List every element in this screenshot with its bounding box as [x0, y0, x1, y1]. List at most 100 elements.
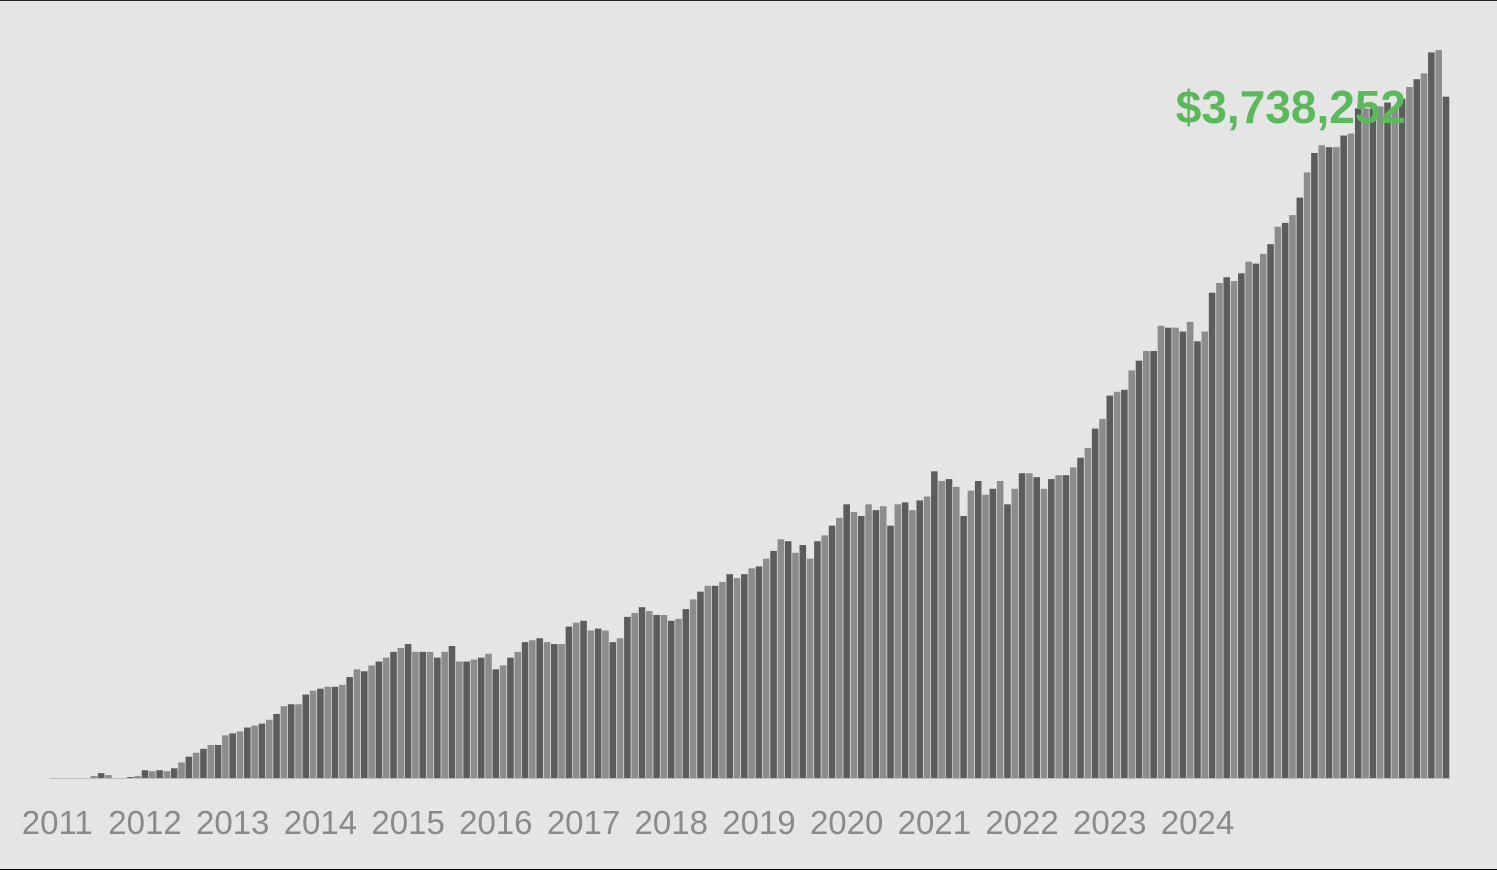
bar-96 [755, 566, 763, 778]
bar-133 [1026, 473, 1033, 778]
bar-21 [207, 745, 215, 778]
bar-95 [748, 568, 755, 778]
bar-27 [251, 725, 258, 778]
bar-63 [514, 651, 522, 778]
bar-181 [1376, 106, 1384, 778]
bar-23 [222, 735, 229, 778]
bar-166 [1267, 244, 1274, 779]
bar-69 [558, 644, 565, 778]
bar-127 [982, 494, 989, 778]
bar-111 [865, 504, 872, 778]
bar-130 [1004, 504, 1011, 778]
bar-119 [923, 496, 931, 778]
bar-94 [741, 574, 748, 778]
bar-60 [492, 669, 500, 778]
bar-187 [1420, 73, 1428, 778]
bar-68 [551, 644, 558, 778]
bar-58 [477, 657, 485, 778]
bar-170 [1296, 197, 1304, 778]
bar-164 [1252, 263, 1260, 778]
total-value-label: $3,738,252 [1176, 81, 1406, 133]
bar-152 [1164, 327, 1172, 778]
bar-165 [1259, 253, 1267, 779]
bar-80 [638, 607, 646, 778]
bar-116 [901, 502, 909, 778]
bar-134 [1033, 477, 1040, 778]
bar-128 [989, 488, 997, 778]
bar-39 [339, 684, 346, 778]
bar-129 [996, 481, 1004, 778]
bar-90 [711, 585, 719, 778]
bar-189 [1435, 50, 1442, 779]
bar-85 [675, 618, 682, 778]
bar-138 [1062, 475, 1070, 778]
bar-158 [1208, 292, 1216, 778]
bar-34 [302, 694, 310, 778]
bar-64 [521, 642, 529, 778]
bar-154 [1179, 331, 1187, 778]
bar-67 [543, 642, 551, 778]
bar-51 [426, 651, 434, 778]
bar-11 [134, 776, 141, 778]
bar-75 [602, 630, 609, 778]
bar-125 [967, 490, 975, 778]
bar-84 [667, 620, 675, 778]
bar-126 [974, 481, 982, 778]
bar-86 [682, 609, 690, 778]
bar-153 [1172, 327, 1179, 778]
bar-29 [265, 719, 273, 778]
bar-118 [916, 500, 924, 778]
bar-57 [470, 659, 478, 778]
bar-65 [529, 640, 536, 778]
bar-109 [850, 512, 858, 778]
bar-28 [258, 723, 266, 778]
bar-52 [434, 657, 441, 778]
bar-132 [1018, 473, 1026, 778]
bar-103 [806, 558, 814, 778]
bar-15 [163, 771, 171, 778]
bar-107 [836, 517, 843, 778]
bar-43 [368, 665, 375, 778]
bar-105 [821, 535, 829, 778]
bar-31 [280, 706, 288, 778]
bar-102 [799, 545, 807, 778]
bar-179 [1362, 108, 1369, 779]
bar-5 [90, 776, 98, 778]
bar-113 [879, 506, 887, 778]
bar-176 [1340, 135, 1347, 778]
bar-48 [404, 644, 412, 778]
bar-45 [382, 657, 390, 778]
bar-33 [295, 704, 302, 778]
bar-159 [1216, 283, 1223, 778]
bar-32 [287, 704, 295, 778]
bar-145 [1113, 391, 1121, 778]
bar-110 [857, 515, 865, 778]
bar-26 [244, 727, 251, 778]
bar-37 [324, 686, 332, 778]
bar-40 [346, 677, 353, 778]
bar-190 [1442, 96, 1450, 778]
bar-101 [792, 552, 799, 778]
bar-182 [1384, 102, 1391, 778]
bar-149 [1143, 350, 1150, 778]
bar-55 [455, 661, 463, 778]
x-tick-label-2020: 2020 [810, 804, 883, 841]
bar-112 [872, 510, 880, 778]
bar-142 [1091, 428, 1099, 778]
bar-12 [141, 770, 149, 778]
bar-175 [1333, 147, 1340, 779]
bar-104 [814, 541, 821, 778]
bar-44 [375, 661, 383, 778]
x-tick-label-2017: 2017 [547, 804, 620, 841]
bar-161 [1230, 281, 1238, 778]
bar-186 [1413, 79, 1421, 779]
bar-157 [1201, 331, 1209, 778]
bar-87 [689, 599, 697, 778]
bar-83 [660, 614, 668, 778]
bar-122 [945, 479, 953, 778]
bar-77 [616, 638, 624, 778]
bar-99 [777, 539, 785, 778]
bar-124 [960, 515, 967, 778]
bar-91 [719, 581, 726, 778]
